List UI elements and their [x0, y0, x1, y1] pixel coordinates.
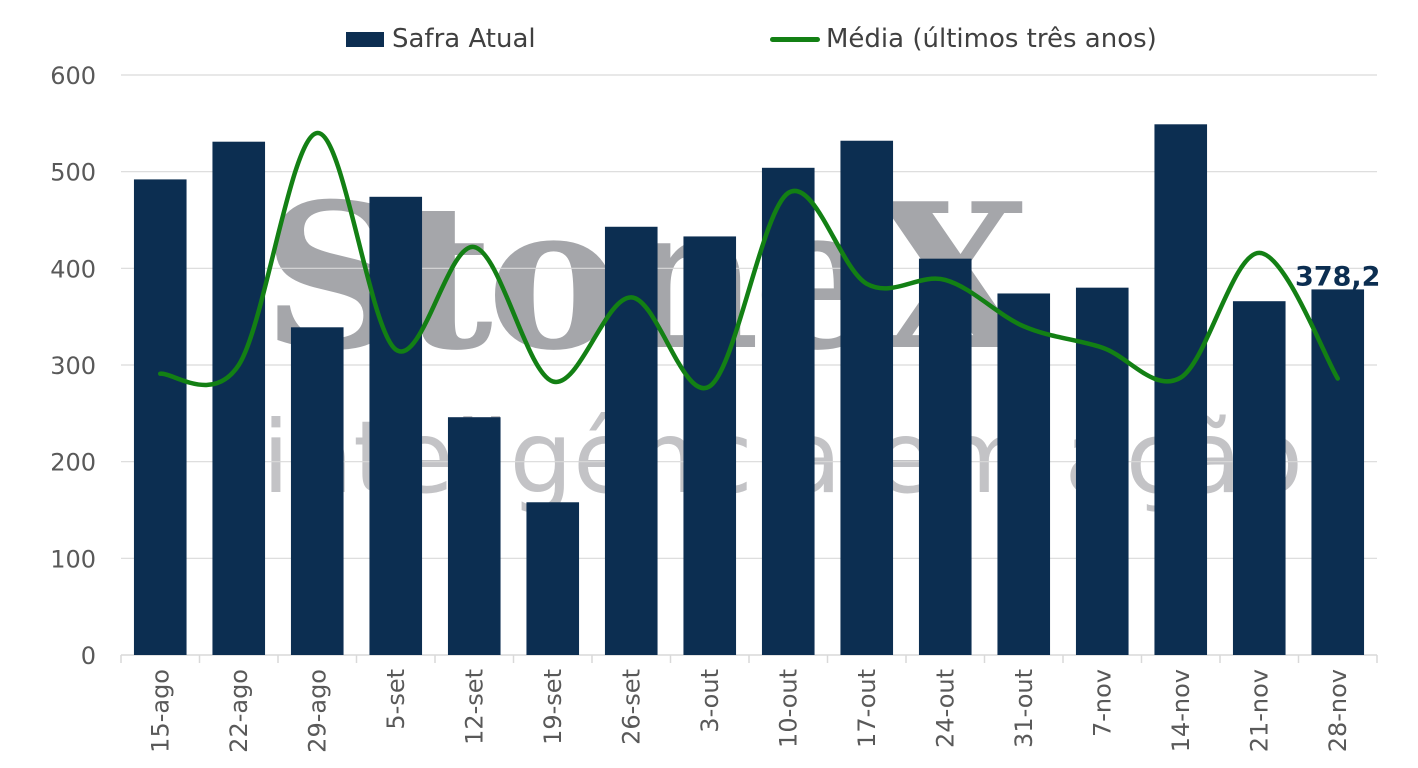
bar — [604, 226, 658, 655]
x-tick-label: 19-set — [539, 669, 567, 745]
x-tick-label: 17-out — [853, 669, 881, 748]
bar — [683, 236, 737, 655]
bar — [369, 196, 423, 656]
bar — [761, 167, 815, 656]
y-tick-label: 100 — [50, 545, 96, 573]
bar — [1232, 301, 1286, 655]
bar — [997, 293, 1051, 655]
bar — [918, 258, 972, 655]
x-tick-label: 3-out — [696, 669, 724, 733]
bar — [1311, 289, 1365, 655]
bar — [447, 417, 501, 655]
x-tick-label: 12-set — [460, 669, 488, 745]
bar — [840, 140, 894, 655]
x-tick-label: 21-nov — [1245, 669, 1273, 752]
bar — [1154, 124, 1208, 656]
bar — [290, 327, 344, 655]
legend-line-label: Média (últimos três anos) — [826, 24, 1157, 54]
data-label: 378,2 — [1295, 261, 1380, 292]
x-tick-label: 7-nov — [1088, 669, 1116, 737]
x-tick-label: 22-ago — [225, 669, 253, 753]
x-tick-label: 10-out — [774, 669, 802, 748]
x-tick-label: 15-ago — [146, 669, 174, 753]
x-tick-label: 14-nov — [1167, 669, 1195, 752]
legend-bar-swatch — [346, 31, 384, 47]
x-tick-label: 26-set — [617, 669, 645, 745]
bar — [133, 179, 187, 655]
x-tick-label: 5-set — [382, 669, 410, 730]
y-tick-label: 0 — [81, 642, 96, 670]
x-tick-label: 28-nov — [1324, 669, 1352, 752]
y-tick-label: 400 — [50, 255, 96, 283]
bar — [526, 502, 580, 655]
legend-item-bar: Safra Atual — [346, 24, 536, 54]
y-tick-label: 300 — [50, 352, 96, 380]
y-tick-label: 500 — [50, 159, 96, 187]
x-tick-label: 29-ago — [303, 669, 331, 753]
legend-bar-label: Safra Atual — [392, 24, 536, 54]
y-tick-label: 600 — [50, 62, 96, 90]
y-tick-label: 200 — [50, 449, 96, 477]
x-tick-label: 24-out — [931, 669, 959, 748]
legend-item-line: Média (últimos três anos) — [770, 24, 1157, 54]
bar — [212, 141, 266, 655]
x-tick-label: 31-out — [1010, 669, 1038, 748]
chart-legend: Safra Atual Média (últimos três anos) — [0, 24, 1418, 60]
legend-line-swatch — [770, 36, 820, 42]
